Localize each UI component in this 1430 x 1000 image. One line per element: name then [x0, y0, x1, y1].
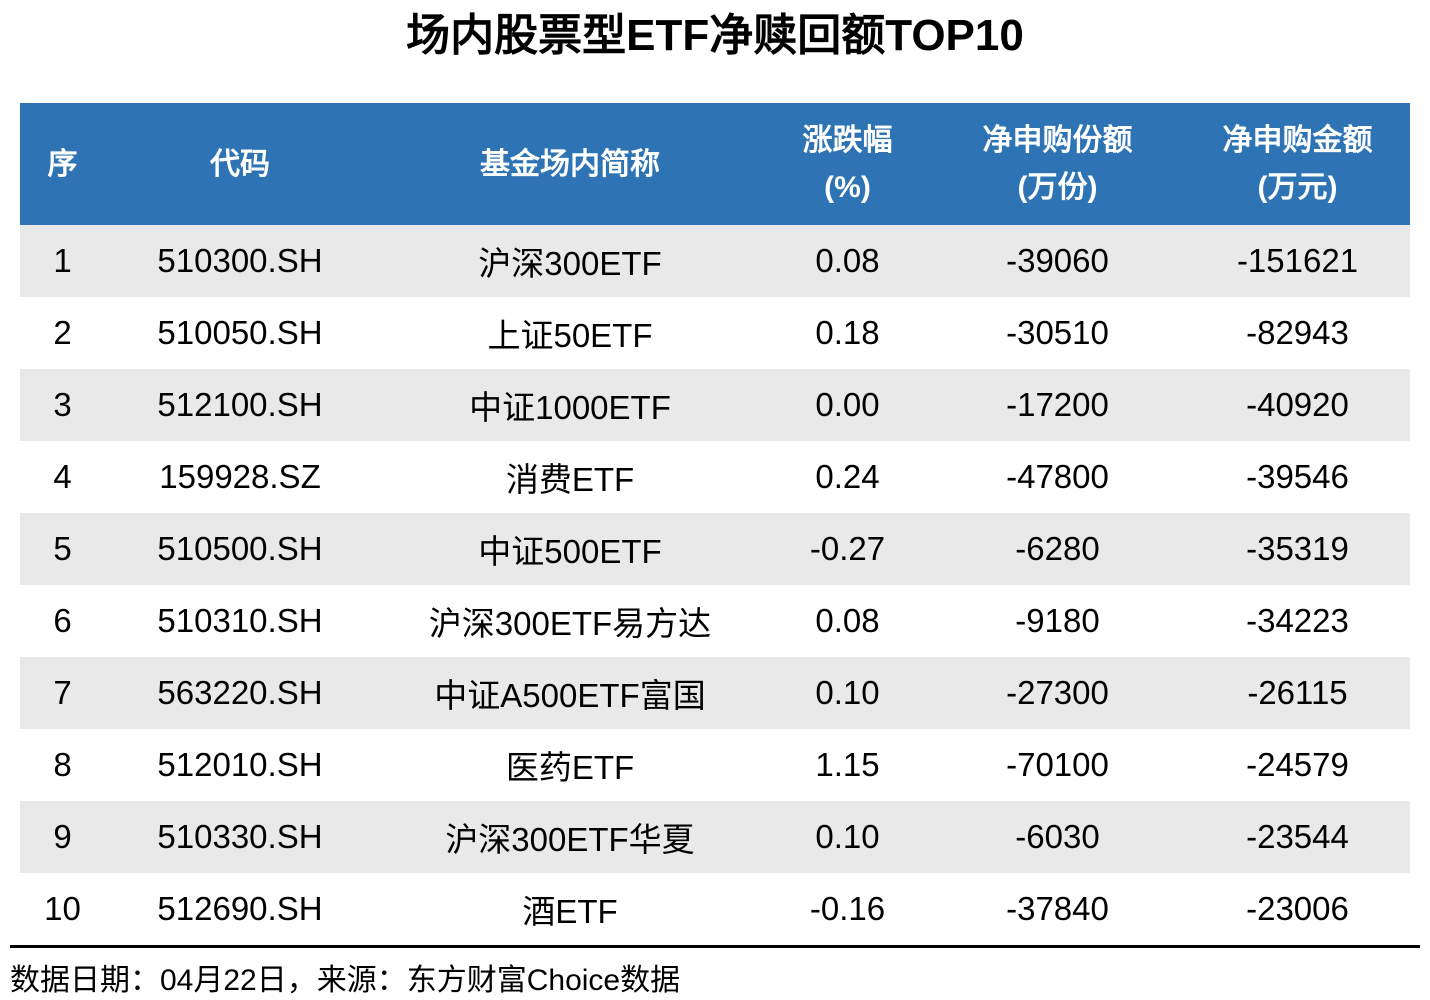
etf-table: 序 代码 基金场内简称 涨跌幅 (%) 净申购份额 (万份) 净申购金额 (万元… [20, 103, 1410, 945]
cell-fund-name: 医药ETF [505, 749, 635, 786]
cell-net-amount: -23006 [1246, 890, 1349, 927]
cell-net-shares: -27300 [1006, 674, 1109, 711]
header-label: 基金场内简称 [480, 147, 660, 181]
cell-rank: 2 [53, 314, 72, 351]
cell-rank: 4 [53, 458, 72, 495]
cell-net-amount: -39546 [1246, 458, 1349, 495]
cell-net-shares: -47800 [1006, 458, 1109, 495]
data-source-note: 数据日期：04月22日，来源：东方财富Choice数据 [10, 964, 681, 997]
cell-rank: 10 [44, 890, 81, 927]
cell-net-shares: -9180 [1015, 602, 1100, 639]
table-row: 6 510310.SH 沪深300ETF易方达 0.08 -9180 -3422… [20, 585, 1410, 657]
header-cell-rank: 序 [20, 103, 105, 225]
header-unit: (%) [824, 171, 871, 204]
cell-fund-name: 消费ETF [505, 461, 635, 498]
cell-fund-name: 中证1000ETF [469, 389, 671, 426]
header-label: 涨跌幅 [802, 124, 893, 157]
table-row: 7 563220.SH 中证A500ETF富国 0.10 -27300 -261… [20, 657, 1410, 729]
cell-rank: 1 [53, 242, 72, 279]
table-row: 9 510330.SH 沪深300ETF华夏 0.10 -6030 -23544 [20, 801, 1410, 873]
cell-net-amount: -26115 [1247, 674, 1348, 711]
cell-fund-name: 上证50ETF [487, 317, 653, 354]
cell-net-amount: -40920 [1246, 386, 1349, 423]
cell-net-amount: -151621 [1236, 242, 1359, 279]
cell-net-shares: -37840 [1006, 890, 1109, 927]
header-cell-code: 代码 [105, 103, 375, 225]
cell-net-shares: -70100 [1006, 746, 1109, 783]
cell-change-pct: 0.00 [815, 386, 880, 423]
cell-fund-name: 中证500ETF [478, 533, 662, 570]
cell-change-pct: 0.18 [815, 314, 880, 351]
table-header-row: 序 代码 基金场内简称 涨跌幅 (%) 净申购份额 (万份) 净申购金额 (万元… [20, 103, 1410, 225]
cell-net-shares: -6280 [1015, 530, 1100, 567]
cell-net-amount: -24579 [1246, 746, 1349, 783]
cell-net-amount: -35319 [1246, 530, 1349, 567]
cell-net-shares: -30510 [1006, 314, 1109, 351]
header-unit: (万份) [1017, 171, 1098, 204]
cell-change-pct: 0.10 [815, 674, 880, 711]
table-row: 4 159928.SZ 消费ETF 0.24 -47800 -39546 [20, 441, 1410, 513]
cell-rank: 9 [53, 818, 72, 855]
header-label: 净申购份额 [982, 124, 1133, 157]
cell-rank: 7 [53, 674, 72, 711]
cell-fund-name: 沪深300ETF [478, 245, 662, 282]
cell-net-amount: -82943 [1246, 314, 1349, 351]
header-cell-change-pct: 涨跌幅 (%) [765, 103, 930, 225]
table-row: 2 510050.SH 上证50ETF 0.18 -30510 -82943 [20, 297, 1410, 369]
header-cell-net-shares: 净申购份额 (万份) [930, 103, 1185, 225]
cell-net-shares: -39060 [1006, 242, 1109, 279]
cell-code: 159928.SZ [159, 458, 321, 495]
cell-net-shares: -6030 [1015, 818, 1100, 855]
header-cell-fund-name: 基金场内简称 [375, 103, 765, 225]
cell-rank: 6 [53, 602, 72, 639]
cell-code: 510300.SH [157, 242, 323, 279]
cell-change-pct: 0.24 [815, 458, 880, 495]
table-body: 1 510300.SH 沪深300ETF 0.08 -39060 -151621… [20, 225, 1410, 945]
table-row: 3 512100.SH 中证1000ETF 0.00 -17200 -40920 [20, 369, 1410, 441]
cell-code: 563220.SH [157, 674, 323, 711]
cell-rank: 8 [53, 746, 72, 783]
header-label: 净申购金额 [1222, 124, 1373, 157]
cell-code: 510330.SH [157, 818, 323, 855]
cell-fund-name: 中证A500ETF富国 [434, 677, 706, 714]
cell-change-pct: 0.08 [815, 242, 880, 279]
table-footnote: 数据日期：04月22日，来源：东方财富Choice数据 [10, 945, 1420, 999]
header-unit: (万元) [1257, 171, 1338, 204]
table-row: 8 512010.SH 医药ETF 1.15 -70100 -24579 [20, 729, 1410, 801]
cell-rank: 3 [53, 386, 72, 423]
table-row: 1 510300.SH 沪深300ETF 0.08 -39060 -151621 [20, 225, 1410, 297]
cell-fund-name: 沪深300ETF易方达 [428, 605, 712, 642]
cell-change-pct: 0.10 [815, 818, 880, 855]
header-label: 代码 [210, 147, 270, 181]
cell-fund-name: 沪深300ETF华夏 [445, 821, 695, 858]
cell-change-pct: -0.27 [809, 530, 886, 567]
etf-redemption-report: 场内股票型ETF净赎回额TOP10 序 代码 基金场内简称 涨跌幅 (%) 净申… [0, 10, 1430, 1000]
cell-change-pct: 0.08 [815, 602, 880, 639]
cell-change-pct: 1.15 [815, 746, 880, 783]
table-row: 5 510500.SH 中证500ETF -0.27 -6280 -35319 [20, 513, 1410, 585]
cell-net-amount: -23544 [1246, 818, 1349, 855]
cell-net-shares: -17200 [1006, 386, 1109, 423]
cell-code: 512100.SH [157, 386, 323, 423]
cell-code: 510500.SH [157, 530, 323, 567]
cell-net-amount: -34223 [1246, 602, 1349, 639]
header-label: 序 [47, 147, 78, 181]
cell-code: 512010.SH [157, 746, 323, 783]
header-cell-net-amount: 净申购金额 (万元) [1185, 103, 1410, 225]
table-row: 10 512690.SH 酒ETF -0.16 -37840 -23006 [20, 873, 1410, 945]
page-title: 场内股票型ETF净赎回额TOP10 [406, 11, 1024, 60]
cell-rank: 5 [53, 530, 72, 567]
cell-code: 510050.SH [157, 314, 323, 351]
cell-fund-name: 酒ETF [522, 893, 618, 930]
cell-code: 510310.SH [157, 602, 323, 639]
cell-code: 512690.SH [157, 890, 323, 927]
cell-change-pct: -0.16 [809, 890, 886, 927]
